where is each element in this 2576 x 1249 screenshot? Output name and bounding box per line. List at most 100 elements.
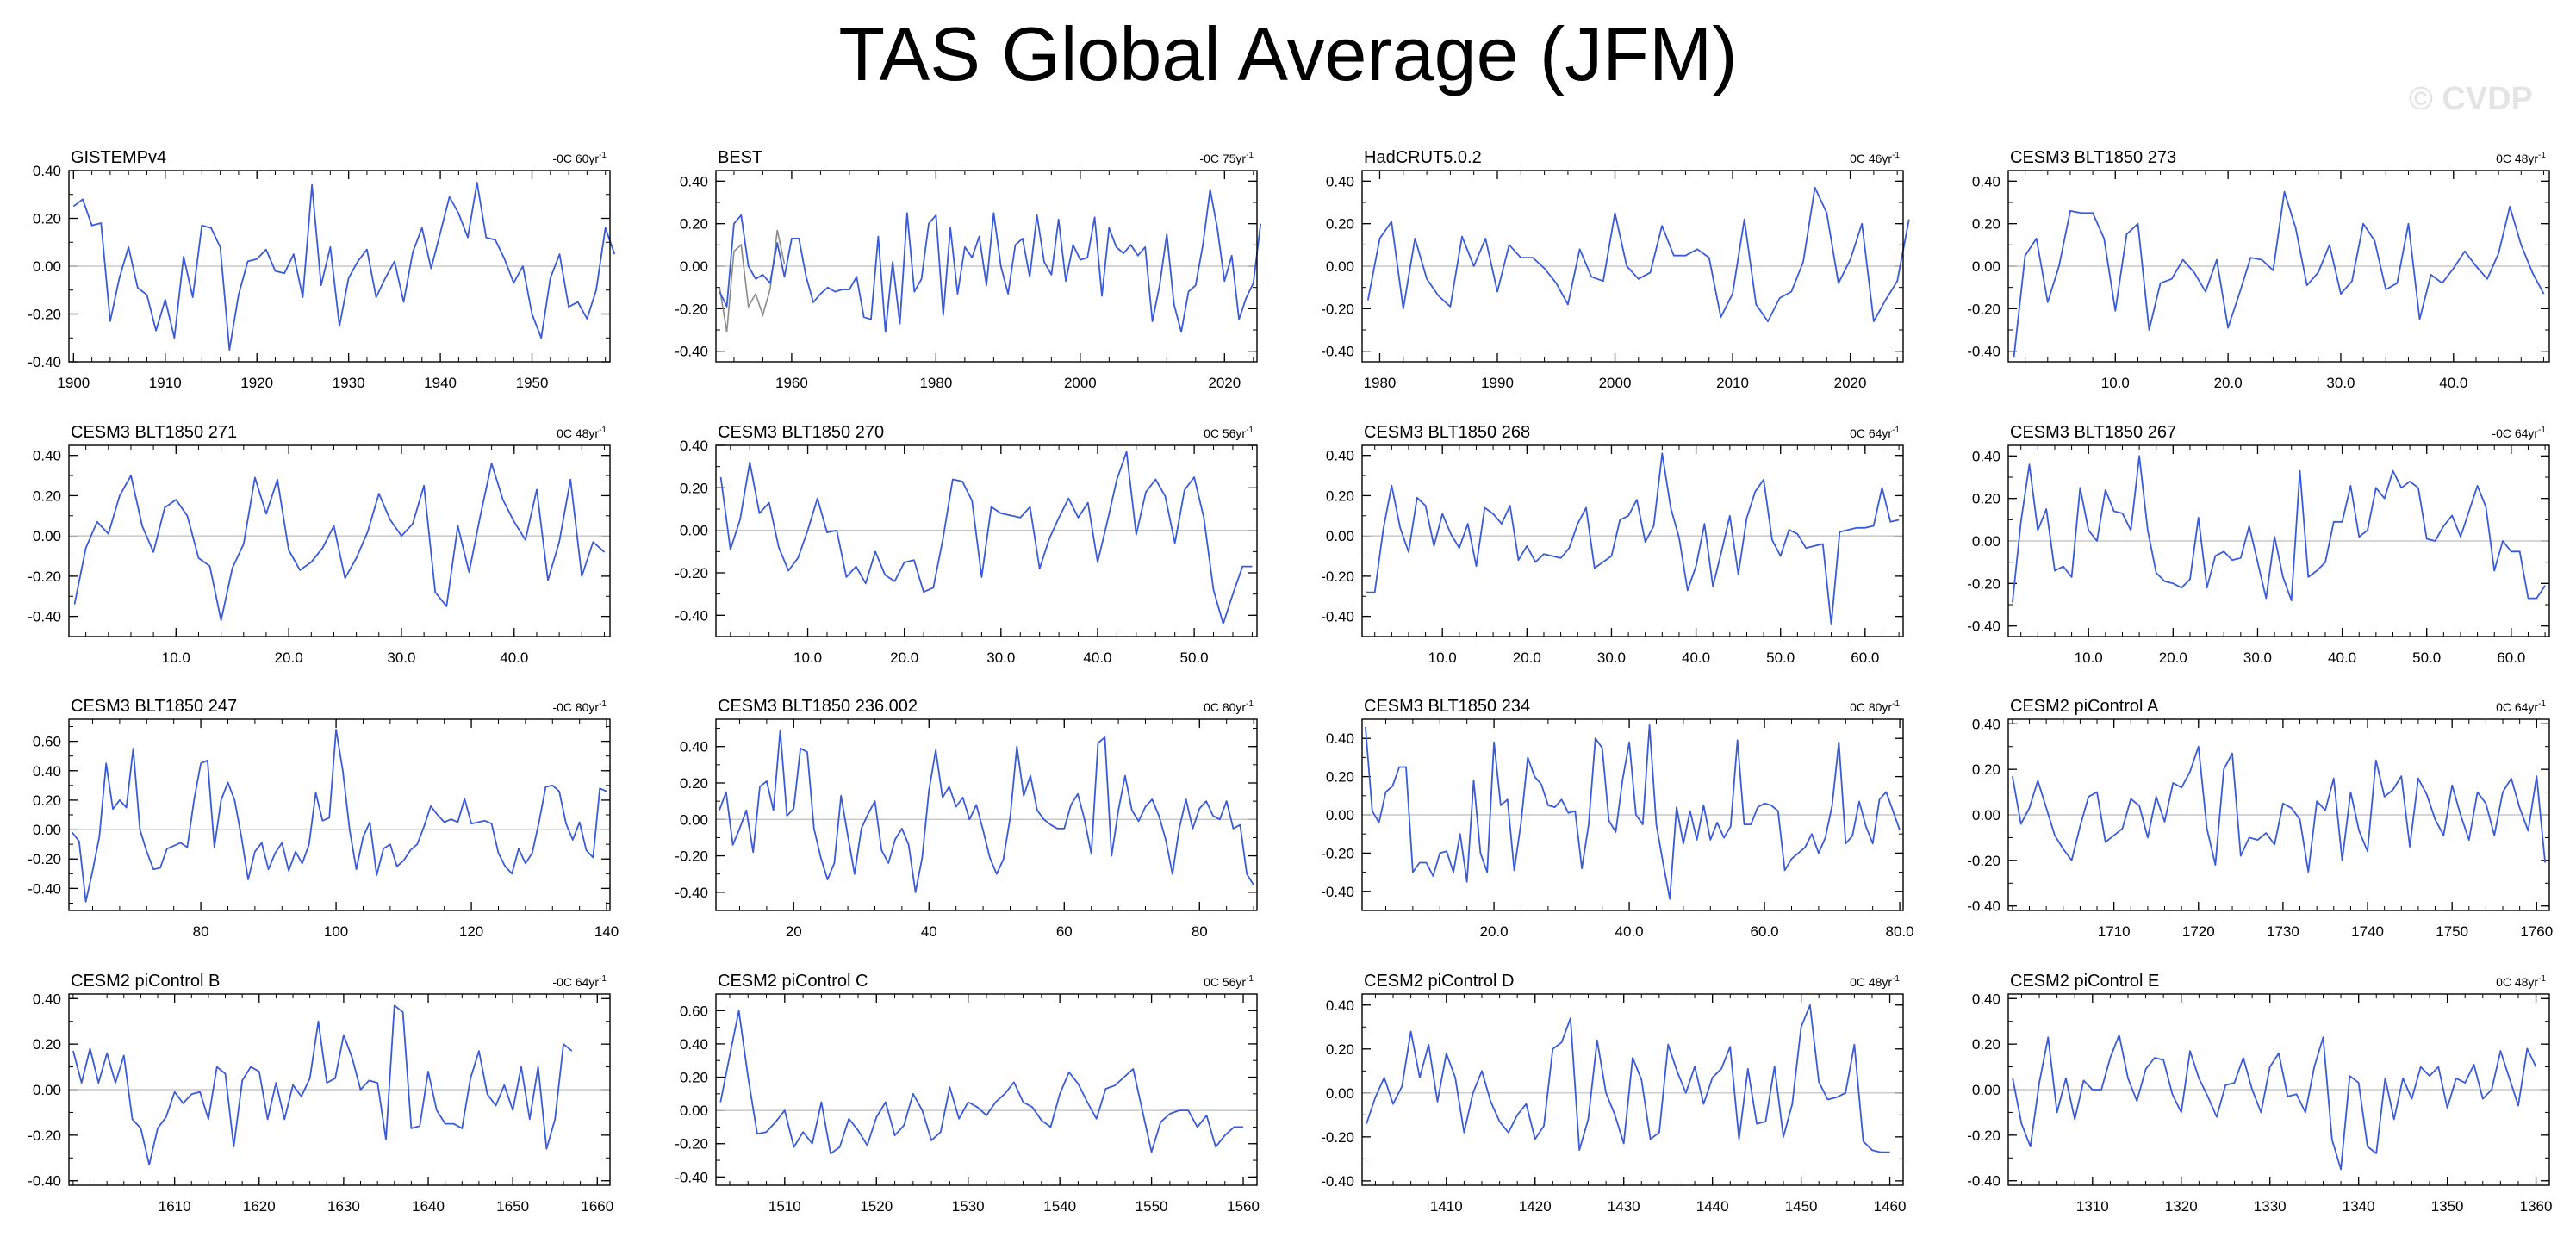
x-tick-label: 30.0 [2243, 649, 2272, 666]
x-tick-label: 20 [786, 923, 802, 940]
x-tick-label: 1940 [424, 375, 457, 391]
y-tick-label: -0.20 [1321, 569, 1354, 585]
y-tick-label: 0.40 [1972, 991, 2000, 1007]
x-tick-label: 40.0 [1083, 649, 1111, 666]
plot-frame [715, 993, 1258, 1186]
y-tick-label: 0.40 [1972, 173, 2000, 190]
x-tick-label: 1440 [1696, 1198, 1729, 1215]
y-tick-label: 0.20 [680, 216, 708, 233]
series-line [72, 1004, 573, 1166]
y-tick-label: 0.00 [1972, 1082, 2000, 1098]
x-tick-label: 1520 [860, 1198, 893, 1215]
x-tick-label: 1720 [2182, 923, 2215, 940]
y-tick-label: -0.40 [28, 1173, 61, 1190]
plot-frame [68, 718, 611, 911]
panel-trend: 0C 46yr-1 [1850, 151, 1900, 165]
y-tick-label: -0.20 [1967, 1128, 2000, 1144]
y-tick-label: -0.40 [1967, 618, 2000, 635]
x-tick-label: 1550 [1136, 1198, 1168, 1215]
y-tick-label: 0.20 [1972, 491, 2000, 507]
y-tick-label: 0.60 [680, 1003, 708, 1019]
panel-title: CESM3 BLT1850 270 [718, 423, 884, 442]
plot-frame [715, 718, 1258, 911]
x-tick-label: 40 [921, 923, 937, 940]
x-tick-label: 2010 [1716, 375, 1749, 391]
panel-title: CESM3 BLT1850 268 [1364, 423, 1530, 442]
panel-9: CESM3 BLT1850 247 -0C 80yr-1 0.60 0.40 0.20 0… [28, 697, 619, 940]
y-tick-label: 0.00 [680, 258, 708, 275]
x-tick-label: 30.0 [2326, 375, 2355, 391]
page-title: TAS Global Average (JFM) [838, 11, 1738, 96]
y-tick-label: 0.20 [33, 792, 61, 809]
x-tick-label: 1420 [1519, 1198, 1552, 1215]
y-tick-label: 0.20 [1326, 1041, 1354, 1058]
y-tick-label: 0.40 [1326, 173, 1354, 190]
x-tick-label: 2020 [1208, 375, 1241, 391]
x-tick-label: 40.0 [1682, 649, 1710, 666]
x-tick-label: 1310 [2076, 1198, 2109, 1215]
y-tick-label: 0.40 [680, 173, 708, 190]
panel-title: HadCRUT5.0.2 [1364, 148, 1482, 167]
plot-frame [68, 170, 611, 363]
panel-15: CESM2 piControl D 0C 48yr-1 0.40 0.20 0.00 -0… [1321, 972, 1906, 1215]
x-tick-label: 60.0 [1851, 649, 1879, 666]
panel-trend: 0C 48yr-1 [2496, 151, 2546, 165]
panel-title: CESM2 piControl A [2010, 697, 2159, 716]
x-tick-label: 20.0 [1480, 923, 1509, 940]
y-tick-label: 0.20 [33, 211, 61, 227]
y-tick-label: 0.40 [1326, 730, 1354, 747]
plot-frame [715, 444, 1258, 637]
panel-13: CESM2 piControl B -0C 64yr-1 0.40 0.20 0.00 -… [28, 972, 613, 1215]
y-tick-label: 0.00 [680, 523, 708, 539]
x-tick-label: 40.0 [2439, 375, 2467, 391]
y-tick-label: 0.00 [1972, 807, 2000, 823]
panel-trend: -0C 80yr-1 [552, 699, 607, 714]
series-line [2012, 455, 2546, 603]
x-tick-label: 20.0 [2159, 649, 2187, 666]
panel-1: GISTEMPv4 -0C 60yr-1 0.40 0.20 0.00 -0.20 -0.4… [28, 148, 616, 391]
y-tick-label: -0.40 [28, 354, 61, 370]
x-tick-label: 30.0 [1597, 649, 1626, 666]
x-tick-label: 1990 [1481, 375, 1514, 391]
x-tick-label: 1430 [1608, 1198, 1640, 1215]
plot-frame [1361, 718, 1904, 911]
panel-title: CESM3 BLT1850 247 [71, 697, 237, 716]
y-tick-label: 0.20 [33, 488, 61, 504]
x-tick-label: 10.0 [162, 649, 190, 666]
x-tick-label: 40.0 [500, 649, 528, 666]
y-tick-label: -0.20 [1321, 301, 1354, 317]
x-tick-label: 1620 [243, 1198, 276, 1215]
y-tick-label: -0.40 [1321, 344, 1354, 360]
panel-trend: -0C 64yr-1 [552, 974, 607, 989]
x-tick-label: 1630 [327, 1198, 360, 1215]
x-tick-label: 1510 [768, 1198, 801, 1215]
panel-12: CESM2 piControl A 0C 64yr-1 0.40 0.20 0.00 -0… [1967, 697, 2553, 940]
x-tick-label: 10.0 [2101, 375, 2130, 391]
panel-title: CESM3 BLT1850 234 [1364, 697, 1530, 716]
panel-4: CESM3 BLT1850 273 0C 48yr-1 0.40 0.20 0.00 -0… [1967, 148, 2550, 391]
panel-2: BEST -0C 75yr-1 0.40 0.20 0.00 -0.20 -0.40 1960… [675, 148, 1262, 391]
plot-frame [1361, 444, 1904, 637]
plot-frame [2007, 718, 2550, 911]
y-tick-label: -0.20 [1967, 301, 2000, 317]
y-tick-label: -0.40 [1321, 609, 1354, 625]
y-tick-label: 0.20 [1972, 1036, 2000, 1053]
y-tick-label: 0.20 [1972, 216, 2000, 233]
x-tick-label: 20.0 [1513, 649, 1541, 666]
panel-trend: 0C 80yr-1 [1204, 699, 1254, 714]
series-line [2013, 190, 2545, 358]
x-tick-label: 10.0 [793, 649, 822, 666]
y-tick-label: -0.20 [1967, 853, 2000, 869]
y-tick-label: 0.60 [33, 734, 61, 750]
series-line [1366, 1004, 1890, 1153]
series-line [1365, 724, 1901, 900]
x-tick-label: 1930 [333, 375, 365, 391]
panel-trend: 0C 56yr-1 [1204, 426, 1254, 440]
panel-title: CESM3 BLT1850 236.002 [718, 697, 918, 716]
x-tick-label: 40.0 [2328, 649, 2356, 666]
y-tick-label: 0.40 [680, 739, 708, 755]
x-tick-label: 1340 [2343, 1198, 2375, 1215]
x-tick-label: 1760 [2520, 923, 2553, 940]
y-tick-label: -0.20 [1321, 1129, 1354, 1146]
panel-3: HadCRUT5.0.2 0C 46yr-1 0.40 0.20 0.00 -0.20 -0… [1321, 148, 1910, 391]
